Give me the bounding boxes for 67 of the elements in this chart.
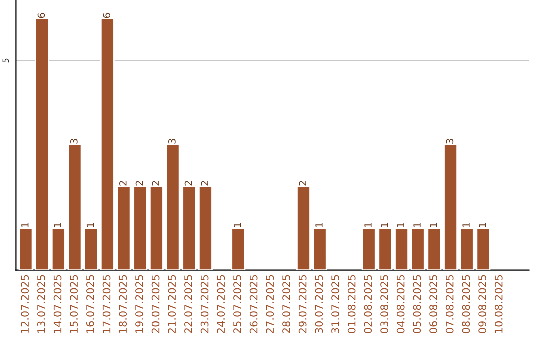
x-tick-label: 05.08.2025 — [413, 275, 422, 334]
bar — [51, 228, 66, 270]
data-label: 2 — [201, 181, 208, 186]
x-tick-label: 03.08.2025 — [380, 275, 388, 334]
x-tick-label: 19.07.2025 — [136, 275, 144, 333]
x-tick-label: 02.08.2025 — [364, 275, 372, 334]
x-tick-label: 18.07.2025 — [119, 275, 128, 333]
data-label: 1 — [462, 223, 470, 228]
x-tick-label: 08.08.2025 — [462, 275, 470, 334]
data-label: 2 — [299, 181, 306, 186]
data-label: 3 — [168, 139, 176, 144]
data-label: 1 — [414, 223, 421, 228]
data-label: 6 — [103, 13, 111, 18]
y-tick-label: 5 — [2, 58, 10, 63]
data-label: 1 — [430, 223, 438, 228]
bar — [296, 186, 311, 270]
x-tick-label: 26.07.2025 — [250, 275, 258, 334]
data-label: 2 — [184, 181, 192, 186]
bar — [312, 228, 328, 270]
x-tick-label: 20.07.2025 — [152, 275, 160, 334]
data-label: 2 — [119, 181, 127, 186]
data-label: 1 — [22, 223, 29, 228]
x-tick-label: 30.07.2025 — [315, 275, 324, 334]
x-tick-label: 07.08.2025 — [446, 275, 454, 334]
data-label: 3 — [70, 139, 78, 144]
bar — [100, 18, 115, 270]
x-tick-label: 13.07.2025 — [37, 275, 46, 333]
x-tick-label: 25.07.2025 — [234, 275, 242, 334]
x-tick-label: 15.07.2025 — [70, 275, 78, 333]
bar — [444, 144, 458, 270]
data-label: 3 — [446, 139, 454, 144]
data-label: 1 — [364, 223, 372, 228]
x-tick-label: 14.07.2025 — [54, 275, 62, 333]
x-tick-label: 10.08.2025 — [494, 275, 503, 333]
bar — [18, 228, 34, 270]
bar — [198, 186, 213, 270]
x-tick-label: 01.08.2025 — [348, 275, 356, 334]
data-label: 1 — [397, 223, 404, 228]
data-label: 6 — [38, 13, 46, 18]
bar — [84, 228, 99, 270]
data-label: 1 — [381, 223, 388, 228]
data-label: 1 — [54, 223, 62, 228]
bar — [394, 228, 409, 270]
x-tick-label: 24.07.2025 — [217, 275, 226, 334]
x-tick-label: 31.07.2025 — [332, 275, 340, 334]
x-tick-label: 23.07.2025 — [200, 275, 209, 334]
x-tick-label: 22.07.2025 — [184, 275, 192, 334]
data-label: 1 — [86, 223, 94, 228]
data-label: 1 — [316, 223, 323, 228]
x-tick-label: 12.07.2025 — [21, 275, 30, 333]
x-tick-label: 27.07.2025 — [266, 275, 274, 334]
bar — [231, 228, 246, 270]
data-label: 1 — [234, 223, 242, 228]
bar — [68, 144, 82, 270]
x-tick-label: 29.07.2025 — [298, 275, 307, 334]
x-tick-label: 28.07.2025 — [282, 275, 290, 334]
data-label: 2 — [136, 181, 144, 186]
x-tick-label: 16.07.2025 — [86, 275, 94, 333]
bar — [149, 186, 164, 270]
data-label: 2 — [152, 181, 160, 186]
x-tick-label: 09.08.2025 — [478, 275, 486, 334]
x-tick-label: 06.08.2025 — [430, 275, 438, 334]
bar — [35, 18, 50, 270]
x-tick-label: 21.07.2025 — [168, 275, 176, 334]
x-tick-label: 17.07.2025 — [102, 275, 111, 333]
data-label: 1 — [479, 223, 486, 228]
x-tick-label: 04.08.2025 — [396, 275, 405, 334]
